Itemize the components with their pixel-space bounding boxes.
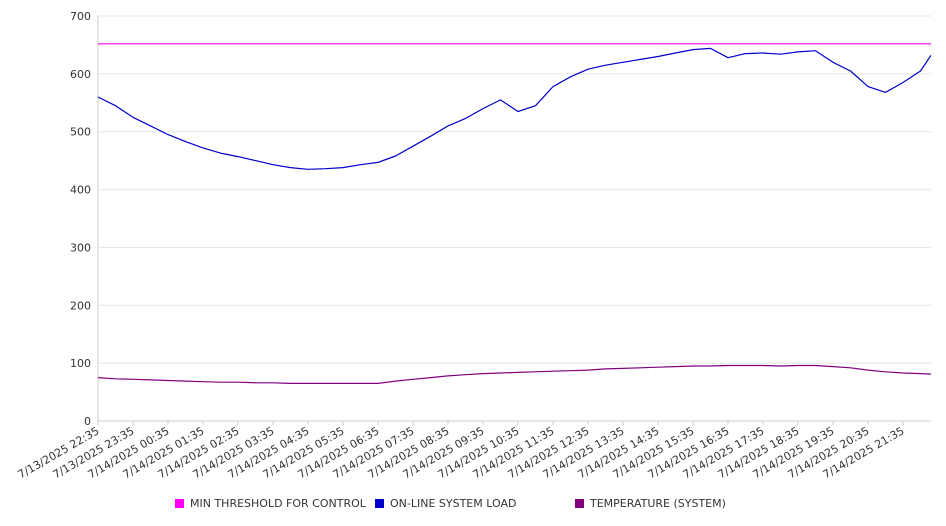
series-line-temperature-system: [97, 364, 932, 384]
y-tick-label: 700: [70, 10, 91, 23]
legend-item-temperature[interactable]: TEMPERATURE (SYSTEM): [575, 497, 726, 510]
y-axis-tick-labels: 0 100 200 300 400 500 600 700: [70, 10, 91, 428]
series-line-on-line-system-load: [97, 47, 932, 170]
grid-lines: [98, 15, 931, 364]
legend-item-system-load[interactable]: ON-LINE SYSTEM LOAD: [375, 497, 516, 510]
legend-swatch-temperature: [575, 499, 584, 508]
legend-item-min-threshold[interactable]: MIN THRESHOLD FOR CONTROL: [175, 497, 366, 510]
y-tick-label: 600: [70, 68, 91, 81]
legend: MIN THRESHOLD FOR CONTROL ON-LINE SYSTEM…: [0, 497, 946, 515]
y-tick-label: 0: [84, 415, 91, 428]
legend-swatch-min-threshold: [175, 499, 184, 508]
y-tick-label: 100: [70, 357, 91, 370]
y-tick-label: 400: [70, 184, 91, 197]
x-axis-tick-labels: 7/13/2025 22:357/13/2025 23:357/14/2025 …: [16, 421, 907, 481]
y-tick-label: 500: [70, 126, 91, 139]
legend-swatch-system-load: [375, 499, 384, 508]
series-lines: [97, 43, 932, 384]
legend-label-temperature: TEMPERATURE (SYSTEM): [590, 497, 726, 510]
legend-label-min-threshold: MIN THRESHOLD FOR CONTROL: [190, 497, 366, 510]
y-tick-label: 300: [70, 241, 91, 254]
y-tick-label: 200: [70, 299, 91, 312]
axes: [97, 16, 931, 422]
legend-label-system-load: ON-LINE SYSTEM LOAD: [390, 497, 517, 510]
